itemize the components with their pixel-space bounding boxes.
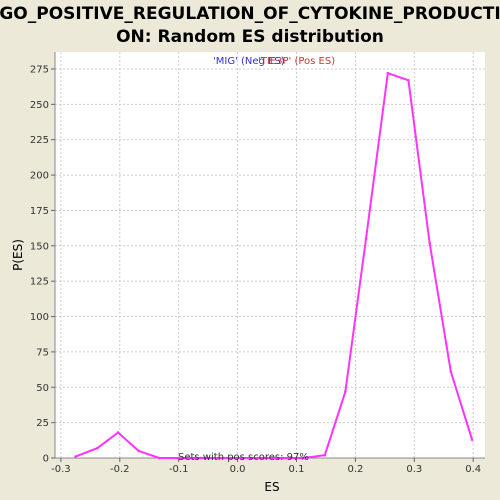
neg-es-label: 'MIG' (Neg ES) <box>213 56 285 67</box>
y-tick-label: 25 <box>36 418 49 429</box>
chart-title-line-2: ON: Random ES distribution <box>116 27 384 47</box>
x-tick-label: 0.1 <box>289 464 305 475</box>
y-tick-label: 75 <box>36 347 49 358</box>
y-axis-ticks: 0 25 50 75 100 125 150 175 200 225 250 275 <box>30 64 55 465</box>
data-point <box>116 431 120 434</box>
y-tick-label: 50 <box>36 383 49 394</box>
data-point <box>157 456 161 460</box>
y-tick-label: 175 <box>30 206 49 217</box>
pos-scores-annotation: Sets with pos scores: 97% <box>178 452 309 463</box>
series <box>74 71 474 460</box>
x-tick-label: -0.2 <box>110 464 130 475</box>
x-tick-label: 0.4 <box>465 464 481 475</box>
x-tick-label: 0.0 <box>230 464 246 475</box>
y-tick-label: 200 <box>30 171 49 182</box>
x-tick-label: 0.3 <box>406 464 422 475</box>
data-point <box>344 390 347 393</box>
data-point <box>302 456 306 460</box>
x-tick-label: 0.2 <box>347 464 363 475</box>
y-axis-label: P(ES) <box>11 239 25 271</box>
data-point <box>261 456 265 460</box>
y-tick-label: 0 <box>43 454 49 465</box>
y-tick-label: 275 <box>30 64 49 75</box>
data-point <box>282 456 285 460</box>
data-point <box>470 438 474 441</box>
data-point <box>323 453 327 457</box>
data-point <box>364 237 368 241</box>
y-tick-label: 250 <box>30 100 49 111</box>
data-point <box>386 71 390 75</box>
y-tick-label: 150 <box>30 241 49 252</box>
x-tick-label: -0.1 <box>169 464 189 475</box>
x-axis-ticks: -0.3 -0.2 -0.1 0.0 0.1 0.2 0.3 0.4 <box>51 458 481 475</box>
data-point <box>407 78 410 82</box>
x-axis-label: ES <box>264 480 279 494</box>
data-point <box>178 456 182 460</box>
x-tick-label: -0.3 <box>51 464 71 475</box>
chart-title-line-1: GO_POSITIVE_REGULATION_OF_CYTOKINE_PRODU… <box>0 4 500 24</box>
data-point <box>137 449 140 453</box>
data-point <box>241 456 244 460</box>
y-tick-label: 100 <box>30 312 49 323</box>
data-point <box>219 456 223 460</box>
data-point <box>449 370 453 374</box>
series-line <box>75 72 473 459</box>
data-point <box>199 456 202 460</box>
data-point <box>428 241 431 245</box>
y-tick-label: 125 <box>30 277 49 288</box>
y-tick-label: 225 <box>30 135 49 146</box>
pos-es-label: 'TIE3P' (Pos ES) <box>258 56 335 67</box>
data-point <box>96 446 99 450</box>
data-point <box>74 455 77 458</box>
